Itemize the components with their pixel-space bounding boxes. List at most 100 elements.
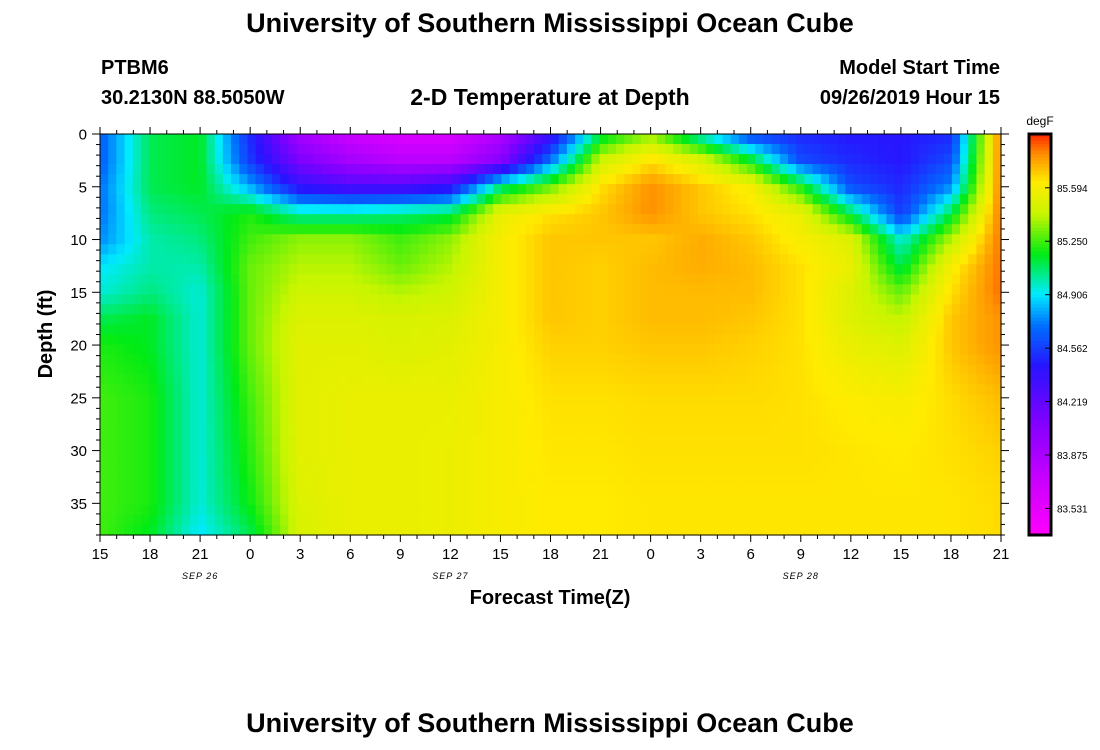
heatmap-cell: [861, 474, 871, 486]
heatmap-cell: [927, 434, 937, 446]
heatmap-cell: [484, 244, 494, 255]
heatmap-cell: [763, 494, 773, 506]
heatmap-cell: [296, 324, 306, 336]
heatmap-cell: [370, 474, 380, 486]
heatmap-cell: [353, 454, 363, 466]
heatmap-cell: [132, 164, 142, 175]
heatmap-cell: [304, 234, 314, 245]
heatmap-cell: [345, 404, 355, 416]
heatmap-cell: [542, 364, 552, 376]
heatmap-cell: [722, 184, 732, 195]
heatmap-cell: [722, 214, 732, 225]
heatmap-cell: [263, 484, 273, 496]
heatmap-cell: [304, 204, 314, 215]
heatmap-cell: [231, 474, 240, 486]
heatmap-cell: [100, 374, 109, 386]
heatmap-cell: [738, 424, 748, 436]
heatmap-cell: [173, 204, 183, 215]
heatmap-cell: [591, 434, 601, 446]
heatmap-cell: [394, 324, 404, 336]
heatmap-cell: [673, 454, 683, 466]
x-tick-label: 3: [296, 546, 304, 563]
heatmap-cell: [681, 284, 691, 296]
heatmap-cell: [935, 304, 945, 316]
heatmap-cell: [632, 274, 642, 285]
heatmap-cell: [501, 134, 511, 145]
heatmap-cell: [460, 254, 470, 265]
colorbar-segment: [1029, 464, 1051, 469]
heatmap-cell: [124, 484, 134, 496]
heatmap-cell: [632, 174, 642, 185]
heatmap-cell: [992, 264, 1002, 275]
heatmap-cell: [370, 304, 380, 316]
heatmap-cell: [370, 374, 380, 386]
heatmap-cell: [943, 474, 953, 486]
heatmap-cell: [403, 394, 412, 406]
heatmap-cell: [706, 204, 715, 215]
heatmap-cell: [263, 174, 273, 185]
heatmap-cell: [992, 394, 1002, 406]
heatmap-cell: [484, 454, 494, 466]
heatmap-cell: [542, 284, 552, 296]
heatmap-cell: [231, 364, 240, 376]
heatmap-cell: [525, 224, 535, 235]
heatmap-cell: [116, 424, 126, 436]
heatmap-cell: [484, 224, 494, 235]
heatmap-cell: [247, 284, 257, 296]
heatmap-cell: [673, 374, 683, 386]
heatmap-cell: [992, 514, 1002, 526]
heatmap-cell: [886, 324, 896, 336]
colorbar-segment: [1029, 337, 1051, 342]
heatmap-cell: [378, 474, 388, 486]
heatmap-cell: [345, 164, 355, 175]
heatmap-cell: [714, 344, 724, 356]
heatmap-cell: [869, 494, 879, 506]
heatmap-cell: [419, 314, 429, 326]
heatmap-cell: [419, 284, 429, 296]
heatmap-cell: [935, 294, 945, 306]
heatmap-cell: [968, 274, 978, 285]
heatmap-cell: [239, 324, 249, 336]
heatmap-cell: [673, 444, 683, 456]
heatmap-cell: [247, 334, 257, 346]
heatmap-cell: [181, 364, 191, 376]
heatmap-cell: [419, 244, 429, 255]
heatmap-cell: [681, 434, 691, 446]
heatmap-cell: [378, 164, 388, 175]
heatmap-cell: [337, 284, 347, 296]
heatmap-cell: [124, 324, 134, 336]
heatmap-cell: [960, 454, 969, 466]
heatmap-cell: [272, 474, 281, 486]
heatmap-cell: [550, 294, 560, 306]
heatmap-cell: [435, 314, 445, 326]
heatmap-cell: [919, 474, 928, 486]
heatmap-cell: [689, 254, 699, 265]
heatmap-cell: [288, 154, 298, 165]
heatmap-cell: [312, 384, 322, 396]
heatmap-cell: [960, 334, 969, 346]
heatmap-cell: [820, 364, 830, 376]
colorbar-segment: [1029, 421, 1051, 426]
heatmap-cell: [509, 364, 519, 376]
heatmap-cell: [632, 484, 642, 496]
heatmap-cell: [149, 334, 158, 346]
heatmap-cell: [304, 314, 314, 326]
heatmap-cell: [788, 334, 797, 346]
colorbar-segment: [1029, 297, 1051, 302]
heatmap-cell: [198, 524, 208, 536]
heatmap-cell: [394, 464, 404, 476]
heatmap-cell: [894, 254, 904, 265]
heatmap-cell: [558, 324, 568, 336]
heatmap-cell: [820, 224, 830, 235]
heatmap-cell: [747, 184, 756, 195]
heatmap-cell: [206, 394, 216, 406]
heatmap-cell: [206, 144, 216, 155]
heatmap-cell: [206, 424, 216, 436]
colorbar-segment: [1029, 167, 1051, 172]
heatmap-cell: [820, 164, 830, 175]
heatmap-cell: [820, 414, 830, 426]
heatmap-cell: [542, 464, 552, 476]
heatmap-cell: [239, 524, 249, 536]
heatmap-cell: [419, 224, 429, 235]
heatmap-cell: [132, 254, 142, 265]
